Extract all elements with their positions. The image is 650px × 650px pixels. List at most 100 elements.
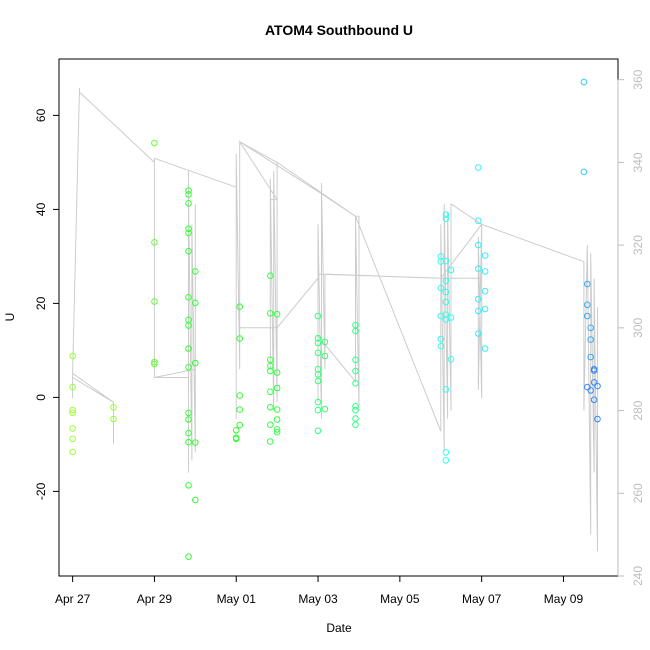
data-point <box>69 425 76 432</box>
data-point <box>584 383 591 391</box>
data-point <box>185 364 192 371</box>
data-point <box>442 386 450 393</box>
data-point <box>442 277 450 285</box>
data-point <box>590 379 598 386</box>
data-point <box>151 358 158 366</box>
y2-tick-label: 280 <box>631 400 645 420</box>
data-point <box>475 265 482 272</box>
data-point <box>314 398 322 406</box>
data-point <box>273 310 281 318</box>
y2-tick-label: 300 <box>631 318 645 338</box>
data-point <box>481 268 489 275</box>
data-points <box>69 78 601 561</box>
y-tick-label: 0 <box>34 394 48 401</box>
data-point <box>442 211 450 218</box>
x-tick-label: May 07 <box>462 592 502 606</box>
data-point <box>314 334 322 342</box>
data-point <box>442 288 450 296</box>
data-point <box>314 377 322 385</box>
y2-tick-label: 260 <box>631 483 645 503</box>
y-axis: -20 0 20 40 60 <box>34 108 60 500</box>
data-point <box>437 342 445 350</box>
data-point <box>314 427 322 435</box>
data-point <box>236 335 243 342</box>
data-point <box>273 384 281 392</box>
data-point <box>110 404 117 411</box>
data-point <box>185 322 192 329</box>
data-point <box>185 200 192 207</box>
data-point <box>352 406 359 414</box>
data-point <box>185 294 192 301</box>
data-point <box>475 241 482 249</box>
data-point <box>267 310 274 317</box>
data-point <box>447 314 455 321</box>
data-point <box>151 360 158 368</box>
data-point <box>151 298 158 305</box>
y2-tick-label: 360 <box>631 69 645 89</box>
data-point <box>437 335 445 343</box>
data-point <box>273 426 281 433</box>
data-point <box>442 215 450 223</box>
data-point <box>580 168 588 176</box>
data-point <box>236 303 243 311</box>
data-point <box>185 191 192 198</box>
data-point <box>110 415 117 423</box>
direction-series <box>72 87 598 552</box>
x-axis: Apr 27 Apr 29 May 01 May 03 May 05 May 07 May … <box>55 575 583 606</box>
data-point <box>587 336 595 343</box>
data-point <box>236 392 243 399</box>
data-point <box>185 247 192 255</box>
data-point <box>594 415 601 423</box>
data-point <box>267 421 274 429</box>
data-point <box>584 280 591 288</box>
data-point <box>267 438 274 445</box>
chart-title: ATOM4 Southbound U <box>265 22 413 38</box>
data-point <box>192 299 199 307</box>
data-point <box>185 438 192 446</box>
data-point <box>352 421 359 429</box>
data-point <box>185 225 192 232</box>
data-point <box>447 356 455 363</box>
data-point <box>185 409 192 417</box>
data-point <box>232 427 240 434</box>
data-point <box>481 345 489 352</box>
data-point <box>69 448 76 456</box>
data-point <box>236 406 243 413</box>
x-tick-label: May 01 <box>217 592 257 606</box>
data-point <box>185 229 192 237</box>
data-point <box>475 307 482 315</box>
data-point <box>584 301 591 309</box>
data-point <box>481 287 489 295</box>
data-point <box>267 404 274 411</box>
x-tick-label: May 03 <box>298 592 338 606</box>
data-point <box>352 327 359 335</box>
data-point <box>273 416 281 423</box>
data-point <box>352 367 359 375</box>
y-tick-label: -20 <box>34 482 48 500</box>
data-point <box>69 435 76 443</box>
data-point <box>352 415 359 422</box>
direction-line <box>72 87 598 552</box>
data-point <box>192 359 199 367</box>
y-axis-title: U <box>3 313 17 322</box>
data-point <box>267 367 274 375</box>
data-point <box>185 482 192 489</box>
data-point <box>185 429 192 437</box>
y2-tick-label: 340 <box>631 152 645 172</box>
data-point <box>442 257 450 265</box>
data-point <box>475 164 482 171</box>
data-point <box>314 406 322 414</box>
data-point <box>69 383 76 391</box>
data-point <box>475 295 482 303</box>
data-point <box>314 371 322 378</box>
data-point <box>475 217 482 224</box>
data-point <box>352 356 359 364</box>
data-point <box>321 405 329 413</box>
data-point <box>594 382 601 390</box>
data-point <box>352 380 359 387</box>
data-point <box>442 311 450 319</box>
data-point <box>447 266 455 274</box>
data-point <box>192 496 199 504</box>
x-tick-label: Apr 29 <box>137 592 173 606</box>
